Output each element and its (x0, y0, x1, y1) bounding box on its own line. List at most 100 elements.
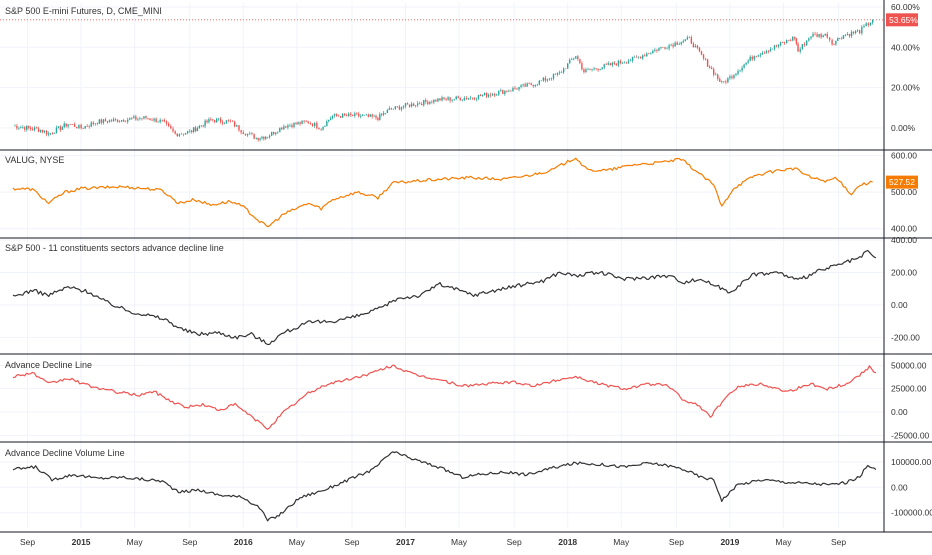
candle-body (373, 115, 375, 117)
candle-body (465, 98, 468, 100)
candle-body (31, 128, 34, 130)
candle-body (548, 78, 551, 80)
y-tick-label-adl11-2: 0.00 (891, 300, 908, 310)
y-tick-label-valug-0: 600.00 (891, 151, 917, 161)
candle-body (818, 34, 820, 37)
candle-body (161, 119, 163, 121)
candle-body (631, 56, 634, 61)
candle-body (593, 68, 595, 70)
candle-body (575, 56, 577, 59)
candle-body (118, 121, 121, 122)
candle-body (648, 53, 650, 55)
candle-body (135, 116, 137, 120)
last-value-badge-valug (886, 175, 918, 189)
candle-body (416, 103, 419, 106)
candle-body (662, 47, 664, 48)
candle-body (646, 53, 648, 57)
candle-body (354, 113, 356, 116)
candle-body (14, 125, 16, 127)
candle-body (706, 59, 709, 67)
candle-body (231, 121, 234, 122)
candle-body (418, 103, 421, 105)
candle-body (189, 130, 191, 132)
candle-body (637, 56, 640, 58)
candle-body (350, 113, 352, 115)
candle-body (494, 94, 496, 96)
series-layer (0, 19, 884, 522)
last-value-badge-text-valug: 527.52 (889, 177, 915, 187)
candle-body (540, 80, 543, 82)
candle-body (797, 43, 799, 52)
candle-body (184, 133, 187, 135)
candle-body (165, 121, 168, 124)
candle-body (861, 26, 863, 34)
candle-body (192, 127, 195, 132)
candle-body (35, 127, 38, 129)
candle-body (429, 101, 431, 104)
candle-body (435, 99, 437, 102)
candle-body (408, 104, 411, 107)
candle-body (775, 45, 778, 47)
candle-body (676, 42, 678, 45)
candle-body (33, 127, 36, 130)
candle-body (329, 118, 332, 121)
candle-body (102, 119, 105, 123)
candle-body (100, 119, 103, 123)
candle-body (301, 120, 303, 124)
candle-body (735, 73, 737, 76)
candle-body (562, 68, 565, 73)
candle-body (303, 120, 305, 122)
candle-body (666, 48, 668, 50)
candle-body (719, 78, 721, 82)
candle-body (186, 131, 189, 134)
candle-body (477, 94, 480, 99)
pane-title-advl: Advance Decline Volume Line (5, 448, 125, 458)
candle-body (196, 128, 199, 132)
candle-body (273, 131, 275, 134)
candle-body (794, 36, 796, 39)
candle-body (674, 42, 676, 47)
candle-body (253, 134, 255, 139)
candle-body (352, 114, 354, 116)
candle-body (251, 133, 253, 135)
candle-body (131, 118, 133, 119)
candle-body (668, 45, 670, 49)
candle-body (672, 44, 674, 47)
candle-body (500, 90, 502, 92)
candle-body (871, 19, 874, 23)
candle-body (771, 48, 774, 50)
candle-body (384, 112, 387, 114)
candle-body (546, 79, 549, 81)
candle-body (650, 53, 652, 54)
candle-body (498, 91, 500, 95)
candle-body (865, 23, 867, 26)
series-line-adl (12, 364, 877, 430)
candle-body (120, 120, 123, 122)
candle-body (838, 38, 841, 39)
candle-body (763, 52, 766, 54)
candle-body (700, 51, 703, 55)
candle-body (619, 60, 622, 64)
candle-body (788, 40, 790, 41)
candle-body (51, 132, 54, 134)
x-tick-label-12: Sep (669, 537, 684, 547)
candle-body (463, 98, 466, 100)
candle-body (473, 98, 476, 100)
candle-body (369, 114, 371, 117)
candle-body (595, 68, 597, 70)
x-tick-label-4: 2016 (234, 537, 253, 547)
candle-body (43, 131, 46, 133)
candle-body (279, 127, 281, 133)
candle-body (837, 38, 839, 41)
candle-body (585, 69, 587, 73)
candle-body (814, 33, 816, 35)
candle-body (223, 122, 226, 124)
candle-body (287, 125, 289, 128)
candle-body (751, 56, 753, 60)
candle-body (743, 64, 745, 68)
y-tick-label-adl-3: -25000.00 (891, 430, 930, 440)
candle-body (723, 81, 725, 82)
candle-body (208, 119, 210, 123)
